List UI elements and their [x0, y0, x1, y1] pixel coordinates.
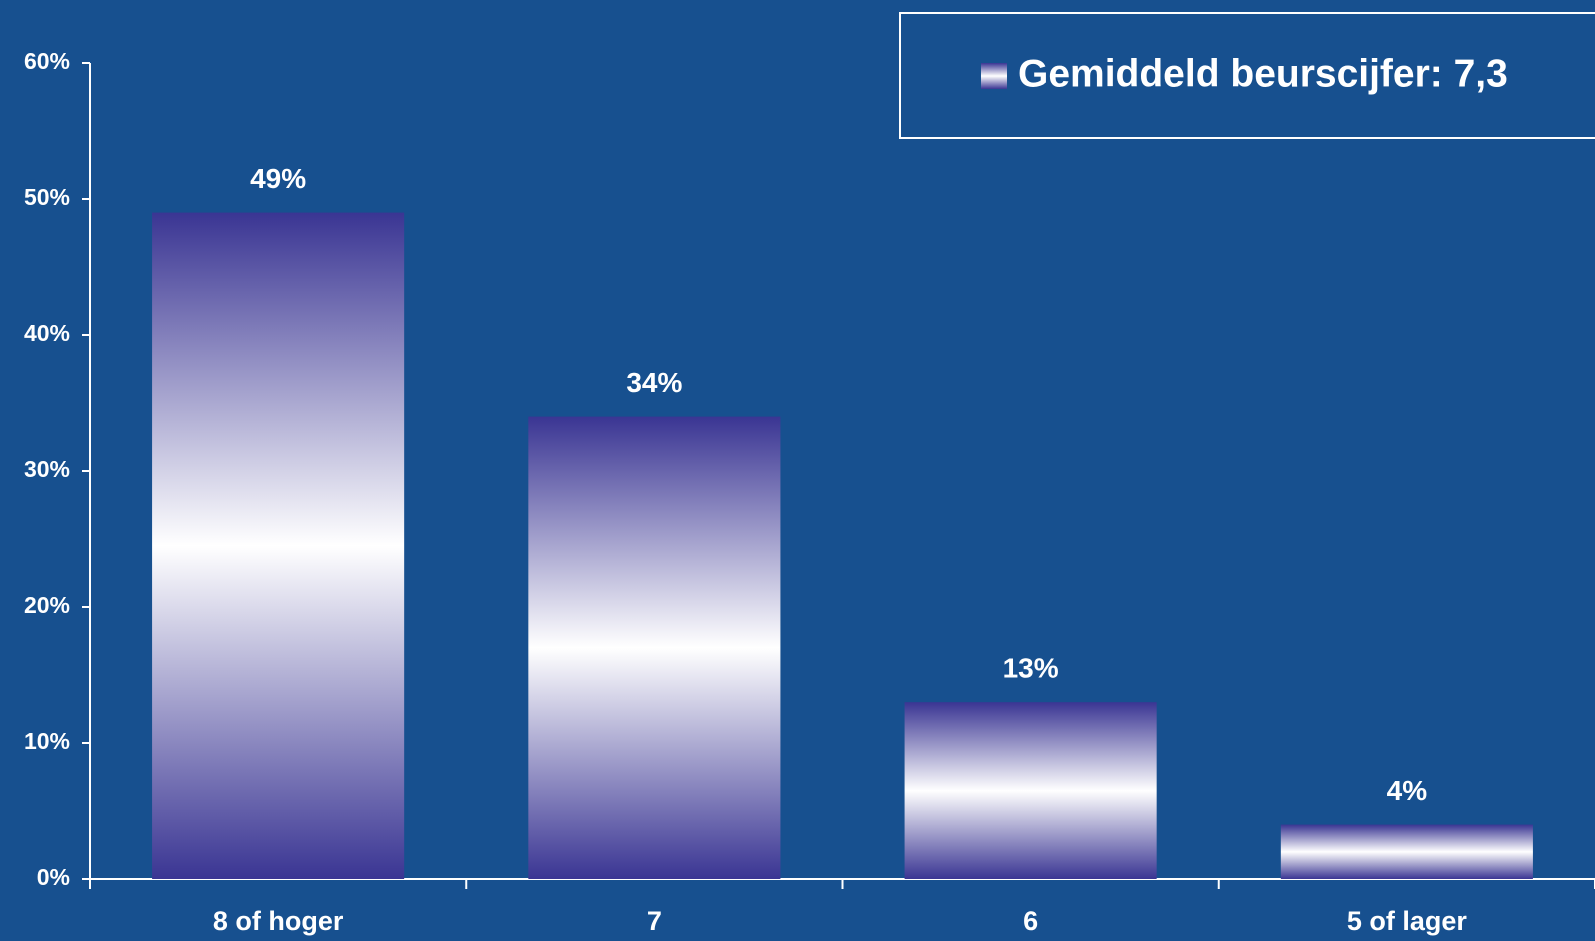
x-tick-label: 5 of lager — [1347, 906, 1468, 936]
y-tick-label: 30% — [24, 456, 70, 482]
y-tick-label: 40% — [24, 320, 70, 346]
data-label: 49% — [250, 163, 306, 194]
x-tick-label: 7 — [647, 906, 662, 936]
bar — [152, 212, 405, 880]
legend-label: Gemiddeld beurscijfer: 7,3 — [1018, 52, 1508, 95]
y-tick-label: 50% — [24, 184, 70, 210]
y-tick-label: 60% — [24, 48, 70, 74]
x-tick-label: 6 — [1023, 906, 1038, 936]
bar — [1280, 824, 1533, 879]
legend-swatch — [981, 63, 1007, 89]
y-tick-label: 0% — [37, 864, 70, 890]
legend-box — [899, 12, 1595, 139]
y-tick-label: 20% — [24, 592, 70, 618]
data-label: 4% — [1387, 775, 1428, 806]
bar — [904, 702, 1157, 879]
data-label: 34% — [626, 367, 682, 398]
bar — [528, 416, 781, 879]
x-tick-label: 8 of hoger — [213, 906, 344, 936]
y-tick-label: 10% — [24, 728, 70, 754]
legend: Gemiddeld beurscijfer: 7,3 — [899, 12, 1595, 139]
data-label: 13% — [1003, 653, 1059, 684]
